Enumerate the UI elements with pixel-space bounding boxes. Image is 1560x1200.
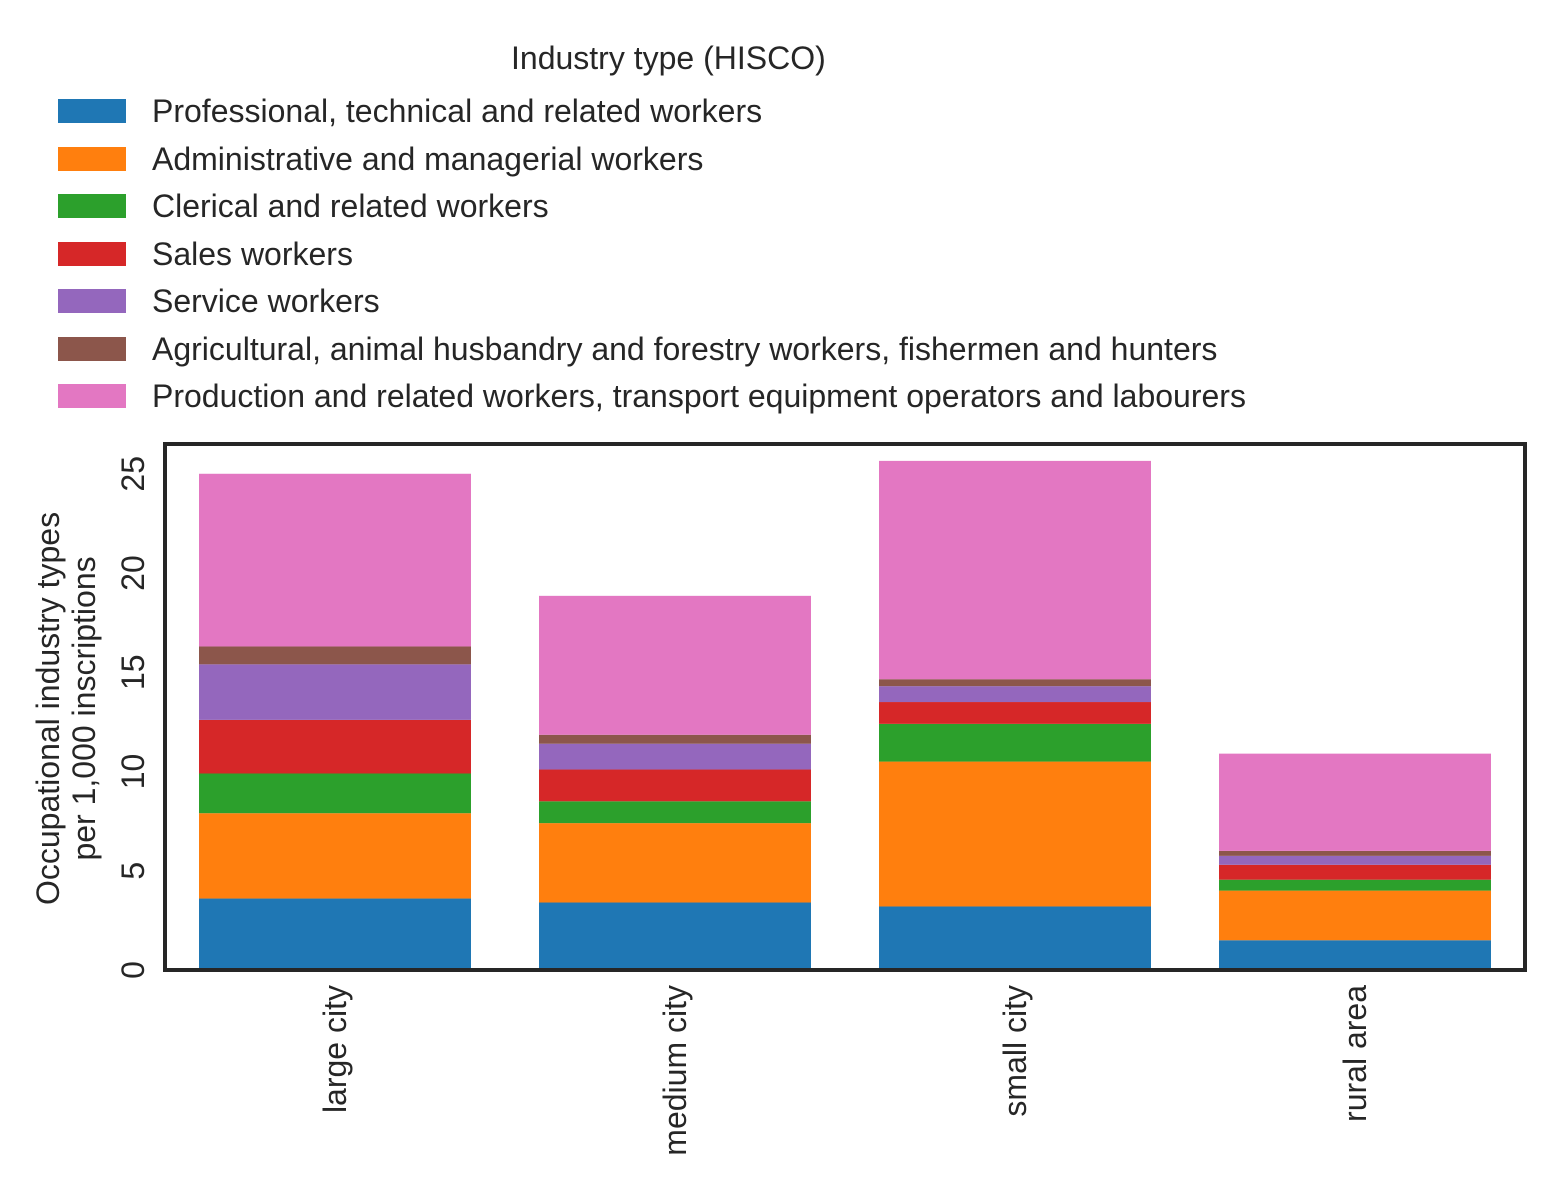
bar-segment-medium-city-series-1 (539, 902, 811, 970)
bar-segment-large-city-series-6 (199, 646, 471, 665)
bar-segment-medium-city-series-2 (539, 823, 811, 903)
y-tick-label: 10 (115, 754, 151, 790)
bar-segment-rural-area-series-5 (1219, 855, 1491, 865)
bar-segment-small-city-series-2 (879, 761, 1151, 907)
legend-swatch (58, 99, 126, 123)
y-tick-label: 25 (115, 456, 151, 492)
bar-segment-rural-area-series-6 (1219, 850, 1491, 856)
bar-segment-medium-city-series-6 (539, 734, 811, 744)
y-axis-label: Occupational industry types per 1,000 in… (30, 511, 102, 904)
legend-swatch (58, 384, 126, 408)
y-tick-label: 0 (115, 961, 151, 979)
x-axis-ticks: large city medium city small city rural are… (317, 985, 1373, 1156)
bar-segment-small-city-series-4 (879, 702, 1151, 724)
bar-segment-small-city-series-5 (879, 686, 1151, 703)
bars-group (199, 460, 1491, 970)
bar-segment-large-city-series-7 (199, 473, 471, 647)
bar-segment-small-city-series-7 (879, 460, 1151, 680)
bar-segment-large-city-series-1 (199, 898, 471, 970)
bar-segment-rural-area-series-1 (1219, 940, 1491, 970)
legend-label: Clerical and related workers (152, 188, 549, 224)
legend-label: Professional, technical and related work… (152, 93, 763, 129)
bar-segment-large-city-series-4 (199, 719, 471, 774)
y-tick-label: 20 (115, 555, 151, 591)
bar-segment-medium-city-series-4 (539, 769, 811, 802)
x-tick-label: medium city (657, 985, 693, 1156)
bar-segment-large-city-series-2 (199, 813, 471, 899)
legend-label: Administrative and managerial workers (152, 140, 704, 177)
legend-swatch (58, 146, 126, 171)
bar-segment-rural-area-series-3 (1219, 879, 1491, 891)
plot-frame (163, 442, 1527, 972)
bar-segment-rural-area-series-4 (1219, 864, 1491, 880)
bar-segment-small-city-series-3 (879, 723, 1151, 762)
legend-swatch (58, 336, 126, 361)
x-tick-label: small city (997, 985, 1033, 1117)
bar-segment-rural-area-series-2 (1219, 890, 1491, 941)
bar-segment-medium-city-series-3 (539, 801, 811, 824)
y-tick-label: 5 (115, 862, 151, 880)
legend-swatch (58, 241, 126, 266)
y-axis-label-line1: Occupational industry types (30, 511, 66, 905)
bar-segment-medium-city-series-7 (539, 595, 811, 735)
x-tick-label: large city (317, 985, 353, 1113)
legend-label: Production and related workers, transpor… (152, 378, 1246, 414)
x-tick-label: rural area (1337, 985, 1373, 1122)
legend-label: Service workers (152, 283, 380, 319)
y-axis-label-line2: per 1,000 inscriptions (66, 555, 102, 861)
legend-title: Industry type (HISCO) (511, 40, 826, 76)
y-axis-ticks: 0 5 10 15 20 25 (115, 456, 151, 979)
legend-swatch (58, 194, 126, 218)
bar-segment-rural-area-series-7 (1219, 753, 1491, 851)
legend-label: Sales workers (152, 235, 353, 272)
legend-swatch (58, 289, 126, 313)
bar-segment-medium-city-series-5 (539, 743, 811, 770)
bar-segment-large-city-series-3 (199, 773, 471, 814)
bar-segment-small-city-series-1 (879, 906, 1151, 970)
legend-label: Agricultural, animal husbandry and fores… (152, 330, 1218, 367)
bar-segment-small-city-series-6 (879, 679, 1151, 687)
y-tick-label: 15 (115, 654, 151, 690)
bar-segment-large-city-series-5 (199, 664, 471, 720)
